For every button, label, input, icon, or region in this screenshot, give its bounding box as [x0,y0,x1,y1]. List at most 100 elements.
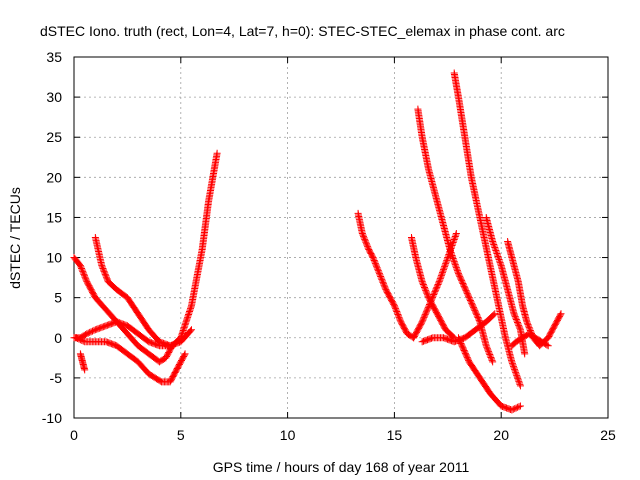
data-point [435,279,443,287]
data-point [433,282,441,290]
data-point [418,278,426,286]
data-point [448,250,456,258]
data-point [509,405,517,413]
data-point [482,342,490,350]
data-point [364,243,372,251]
data-point [453,267,461,275]
data-point [363,241,371,249]
data-point [422,288,430,296]
data-point [77,263,85,271]
data-point [213,149,221,157]
data-point [450,236,458,244]
data-point [475,316,483,324]
series-arc-14 [504,238,565,350]
y-tick-label: 0 [54,330,62,346]
data-point [495,256,503,264]
data-point [516,382,524,390]
y-tick-label: 20 [46,169,62,185]
data-point [78,336,86,344]
data-point [487,353,495,361]
data-point [486,351,494,359]
data-point [371,259,379,267]
data-point [516,380,524,388]
y-tick-label: 5 [54,290,62,306]
x-tick-label: 15 [387,427,403,443]
data-point [513,317,521,325]
y-tick-label: 10 [46,250,62,266]
data-point [511,405,519,413]
data-point [492,247,500,255]
data-point [515,321,523,329]
data-point [423,306,431,314]
data-point [440,264,448,272]
data-point [443,255,451,263]
data-point [515,403,523,411]
y-tick-label: -10 [42,410,62,426]
data-point [513,373,521,381]
x-tick-labels: 0 5 10 15 20 25 [70,427,616,443]
data-point [512,404,520,412]
data-point [420,283,428,291]
data-point [514,374,522,382]
y-tick-label: 25 [46,129,62,145]
data-point [372,261,380,269]
data-point [380,281,388,289]
data-point [81,273,89,281]
data-point [422,286,430,294]
data-point [373,264,381,272]
data-point [449,255,457,263]
data-point [86,328,94,336]
data-point [72,334,80,342]
data-point [442,260,450,268]
data-point [451,259,459,267]
data-point [436,276,444,284]
data-point [489,358,497,366]
data-point [451,232,459,240]
data-point [187,327,195,335]
data-point [421,285,429,293]
data-point [391,303,399,311]
data-point [438,270,446,278]
data-point [432,286,440,294]
plot-frame [73,56,609,419]
data-point [483,345,491,353]
data-point [509,361,517,369]
series-arc-10 [450,69,524,390]
data-point [423,291,431,299]
data-point [515,379,523,387]
data-point [434,280,442,288]
data-point [454,268,462,276]
data-point [495,254,503,262]
data-point [446,246,454,254]
data-point [446,247,454,255]
data-point [74,334,82,342]
data-point [421,312,429,320]
data-point [431,288,439,296]
data-point [516,324,524,332]
x-tick-label: 0 [70,427,78,443]
data-point [453,265,461,273]
data-point [79,337,87,345]
data-point [496,257,504,265]
data-point [524,321,532,329]
data-point [490,242,498,250]
series-arc-15 [508,330,552,350]
data-point [419,316,427,324]
data-point [361,237,369,245]
data-point [490,311,498,319]
data-point [81,366,89,374]
data-point [392,306,400,314]
data-point [82,275,90,283]
data-point [514,320,522,328]
data-point [361,235,369,243]
x-tick-label: 25 [600,427,616,443]
data-point [79,267,87,275]
data-point [443,257,451,265]
data-point [360,232,368,240]
data-point [76,336,84,344]
data-point [511,365,519,373]
data-point [418,318,426,326]
data-point [362,240,370,248]
data-point [556,311,564,319]
